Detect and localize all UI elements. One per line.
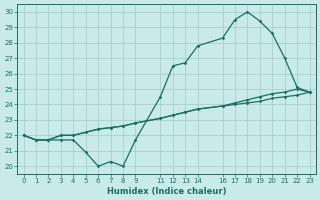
X-axis label: Humidex (Indice chaleur): Humidex (Indice chaleur) [107,187,226,196]
